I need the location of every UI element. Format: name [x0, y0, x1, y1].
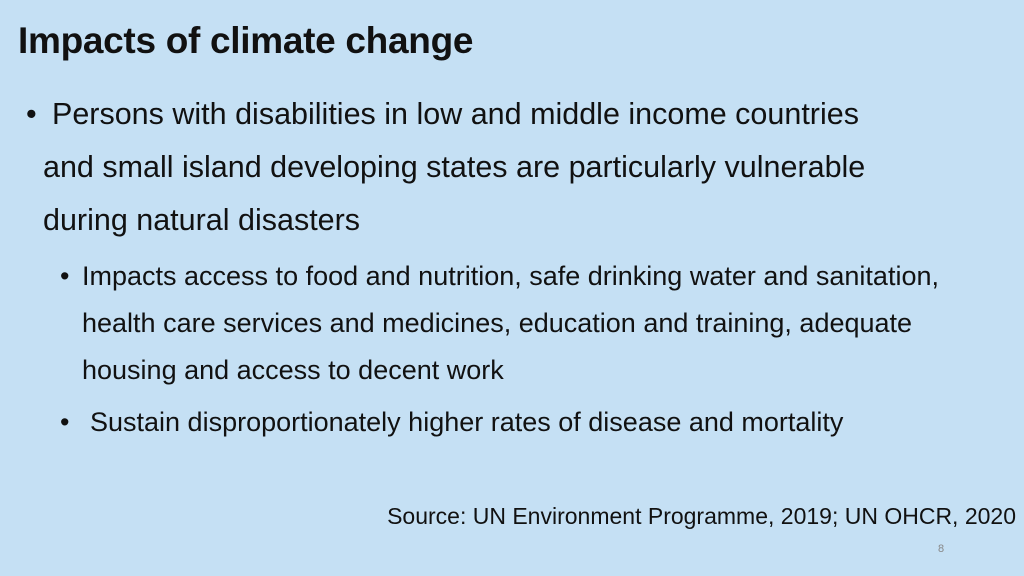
bullet-main-line-2: and small island developing states are p…: [43, 150, 866, 184]
bullet-sub-access: • Impacts access to food and nutrition, …: [60, 253, 1010, 394]
bullet-marker: •: [26, 97, 37, 131]
bullet-main: • Persons with disabilities in low and m…: [26, 88, 986, 247]
bullet-sub-mortality: • Sustain disproportionately higher rate…: [60, 399, 1010, 446]
bullet-sub-mortality-text: Sustain disproportionately higher rates …: [90, 407, 844, 437]
bullet-marker: •: [60, 407, 70, 437]
source-citation: Source: UN Environment Programme, 2019; …: [387, 503, 1016, 529]
bullet-main-line-1: Persons with disabilities in low and mid…: [52, 97, 859, 131]
bullet-sub-access-text: Impacts access to food and nutrition, sa…: [82, 261, 939, 385]
bullet-main-line-3: during natural disasters: [43, 203, 361, 237]
bullet-marker: •: [60, 261, 70, 291]
page-number: 8: [938, 543, 945, 555]
slide-title: Impacts of climate change: [18, 20, 474, 61]
